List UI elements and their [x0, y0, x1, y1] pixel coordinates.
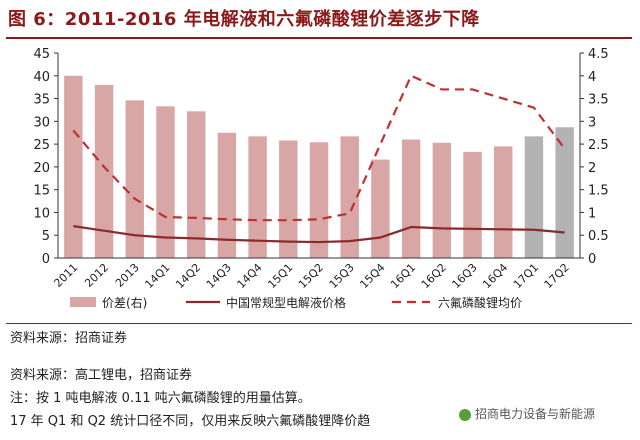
bar — [371, 159, 390, 258]
right-tick-label: 1 — [588, 206, 596, 221]
chart-legend: 价差(右) 中国常规型电解液价格 六氟磷酸锂均价 — [70, 295, 522, 310]
source-divider — [6, 323, 632, 324]
spread-bars — [64, 75, 574, 259]
x-tick-label: 16Q3 — [449, 261, 479, 291]
x-tick-label: 15Q2 — [296, 261, 326, 291]
bar — [248, 136, 267, 258]
legend-label-electrolyte: 中国常规型电解液价格 — [226, 295, 346, 310]
x-tick-label: 17Q2 — [542, 261, 572, 291]
right-tick-label: 4 — [588, 70, 596, 85]
watermark: 招商电力设备与新能源 — [456, 404, 599, 423]
left-tick-label: 5 — [42, 229, 50, 244]
right-tick-label: 4.5 — [588, 47, 609, 62]
source-note-1: 资料来源：招商证券 — [10, 331, 128, 346]
right-tick-label: 3 — [588, 115, 596, 130]
right-tick-label: 3.5 — [588, 93, 609, 108]
bar — [64, 75, 83, 259]
bar — [524, 136, 544, 258]
bar — [217, 132, 237, 258]
x-tick-label: 15Q1 — [265, 261, 295, 291]
x-tick-label: 14Q1 — [142, 261, 172, 291]
x-tick-label: 14Q3 — [204, 261, 234, 291]
x-tick-label: 2013 — [113, 261, 142, 290]
price-lines — [72, 74, 566, 244]
left-tick-label: 15 — [33, 184, 50, 199]
x-tick-label: 14Q2 — [173, 261, 203, 291]
x-tick-label: 15Q3 — [327, 261, 357, 291]
x-tick-label: 16Q1 — [388, 261, 418, 291]
left-tick-label: 20 — [33, 161, 50, 176]
footnote-usage: 注：按 1 吨电解液 0.11 吨六氟磷酸锂的用量估算。 — [10, 391, 311, 406]
left-tick-label: 35 — [33, 93, 50, 108]
left-tick-label: 10 — [33, 206, 50, 221]
right-tick-label: 1.5 — [588, 184, 609, 199]
left-tick-label: 40 — [33, 70, 50, 85]
bar — [125, 100, 144, 258]
x-tick-label: 16Q2 — [419, 261, 449, 291]
bar — [279, 140, 298, 258]
x-tick-label: 16Q4 — [480, 261, 510, 291]
bar — [494, 146, 513, 258]
bar — [186, 111, 206, 258]
right-tick-label: 0.5 — [588, 229, 609, 244]
bar — [340, 136, 359, 258]
legend-label-spread: 价差(右) — [102, 295, 147, 310]
bar — [94, 84, 114, 258]
bar — [401, 139, 421, 258]
bar — [555, 127, 574, 258]
left-tick-label: 25 — [33, 138, 50, 153]
footnote-caliber: 17 年 Q1 和 Q2 统计口径不同，仅用来反映六氟磷酸锂降价趋 — [10, 414, 371, 429]
left-tick-label: 30 — [33, 115, 50, 130]
x-tick-label: 17Q1 — [511, 261, 541, 291]
x-tick-label: 2012 — [82, 261, 111, 290]
right-tick-label: 2.5 — [588, 138, 609, 153]
bar — [463, 151, 482, 258]
electrolyte-price-line — [73, 225, 565, 244]
wechat-icon — [459, 408, 471, 421]
bar — [309, 142, 329, 258]
legend-swatch-spread — [70, 297, 96, 307]
bar — [432, 142, 452, 258]
bar — [156, 106, 175, 258]
source-note-2: 资料来源：高工锂电，招商证券 — [10, 368, 193, 383]
left-tick-label: 0 — [42, 252, 50, 267]
legend-label-lipf6: 六氟磷酸锂均价 — [438, 295, 522, 310]
watermark-text: 招商电力设备与新能源 — [475, 407, 596, 421]
right-tick-label: 0 — [588, 252, 596, 267]
title-divider — [6, 37, 632, 39]
x-tick-label: 15Q4 — [357, 261, 387, 291]
left-tick-label: 45 — [33, 47, 50, 62]
price-spread-chart: 0 5 10 15 20 25 30 35 40 45 0 0.5 1 1.5 2 2.5 3 3.5 4 4.5 20… — [33, 47, 609, 310]
figure-title: 图 6：2011-2016 年电解液和六氟磷酸锂价差逐步下降 — [8, 9, 480, 30]
x-tick-label: 14Q4 — [235, 261, 265, 291]
right-tick-label: 2 — [588, 161, 596, 176]
x-tick-label: 2011 — [51, 261, 80, 290]
